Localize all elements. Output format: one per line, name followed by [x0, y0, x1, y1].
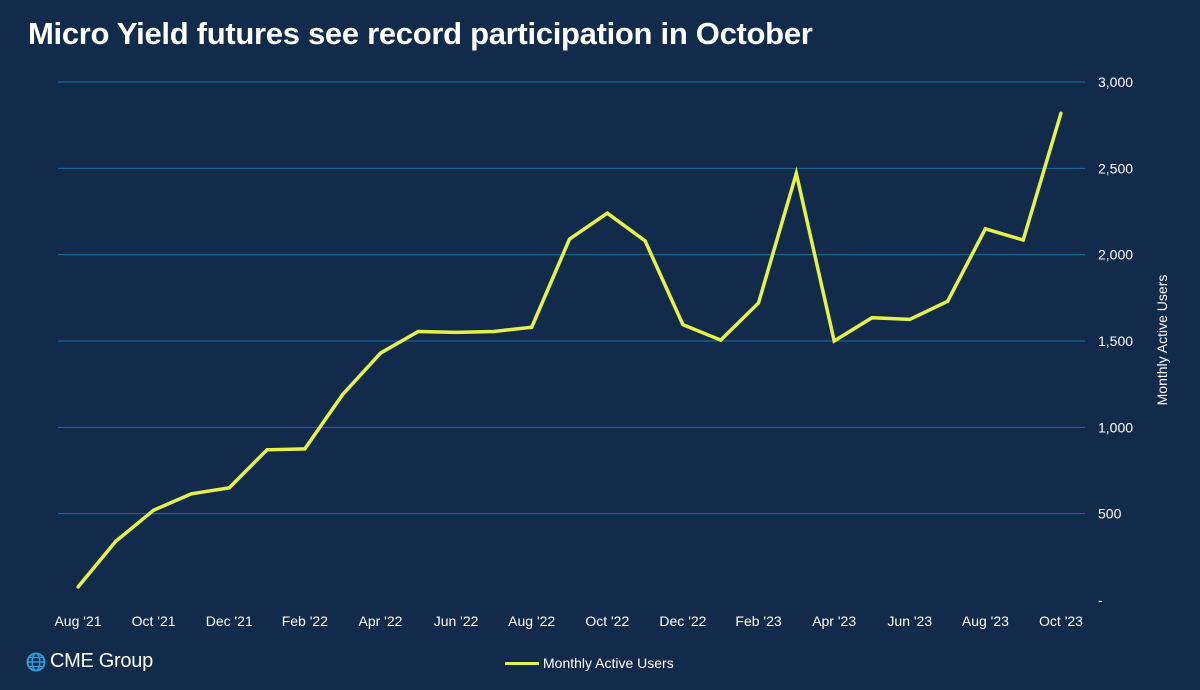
x-tick-label: Feb '23	[735, 613, 781, 629]
data-point	[76, 585, 80, 589]
data-point	[643, 239, 647, 243]
data-point	[189, 492, 194, 496]
x-tick-label: Apr '23	[812, 613, 856, 629]
grid-lines	[58, 81, 1085, 515]
y-tick-label: 3,000	[1098, 74, 1133, 90]
data-point	[1021, 238, 1025, 242]
x-tick-label: Aug '21	[54, 613, 101, 629]
data-point	[152, 508, 156, 512]
data-point	[454, 330, 458, 334]
data-point	[719, 338, 723, 342]
data-point	[114, 539, 118, 543]
legend-label: Monthly Active Users	[543, 655, 674, 671]
chart-legend: Monthly Active Users	[505, 655, 674, 671]
x-tick-label: Aug '22	[508, 613, 555, 629]
x-tick-label: Dec '21	[206, 613, 253, 629]
x-tick-label: Oct '22	[585, 613, 629, 629]
x-tick-label: Apr '22	[359, 613, 403, 629]
data-point	[530, 325, 534, 329]
data-point	[681, 322, 685, 327]
chart-title: Micro Yield futures see record participa…	[28, 16, 813, 51]
data-point	[567, 237, 572, 241]
y-tick-label: 2,500	[1098, 160, 1133, 176]
data-point	[1059, 111, 1063, 115]
logo-text: CME Group	[50, 650, 153, 672]
data-point	[908, 317, 912, 322]
y-tick-label: 1,500	[1098, 333, 1133, 349]
y-tick-label: -	[1098, 592, 1103, 608]
x-tick-label: Jun '23	[887, 613, 932, 629]
cme-group-logo: CME Group	[26, 650, 153, 673]
data-point	[492, 329, 496, 334]
data-point	[870, 316, 874, 320]
data-point	[378, 351, 383, 355]
data-point	[983, 227, 987, 231]
data-point	[341, 392, 345, 397]
data-point	[416, 329, 420, 334]
data-point	[756, 301, 761, 305]
data-point	[794, 171, 798, 176]
x-tick-label: Aug '23	[962, 613, 1009, 629]
y-tick-label: 1,000	[1098, 419, 1133, 435]
data-point	[227, 486, 231, 490]
x-tick-label: Feb '22	[282, 613, 328, 629]
legend-swatch	[505, 661, 539, 665]
data-point	[832, 339, 836, 343]
x-tick-label: Dec '22	[659, 613, 706, 629]
data-point	[303, 447, 307, 451]
y-tick-label: 500	[1098, 506, 1122, 522]
data-point	[605, 211, 609, 215]
x-axis-ticks: Aug '21 Oct '21 Dec '21 Feb '22 Apr '22 Jun '…	[54, 613, 1083, 629]
y-axis-title: Monthly Active Users	[1154, 275, 1170, 406]
x-tick-label: Oct '21	[132, 613, 176, 629]
x-tick-label: Jun '22	[434, 613, 479, 629]
x-tick-label: Oct '23	[1039, 613, 1083, 629]
data-point	[265, 448, 269, 452]
y-axis-ticks: - 500 1,000 1,500 2,000 2,500 3,000	[1098, 74, 1133, 608]
series-line-monthly-active-users	[76, 112, 1063, 589]
data-point	[945, 299, 950, 303]
series-layer	[76, 111, 1063, 589]
y-tick-label: 2,000	[1098, 247, 1133, 263]
globe-icon	[26, 652, 46, 671]
